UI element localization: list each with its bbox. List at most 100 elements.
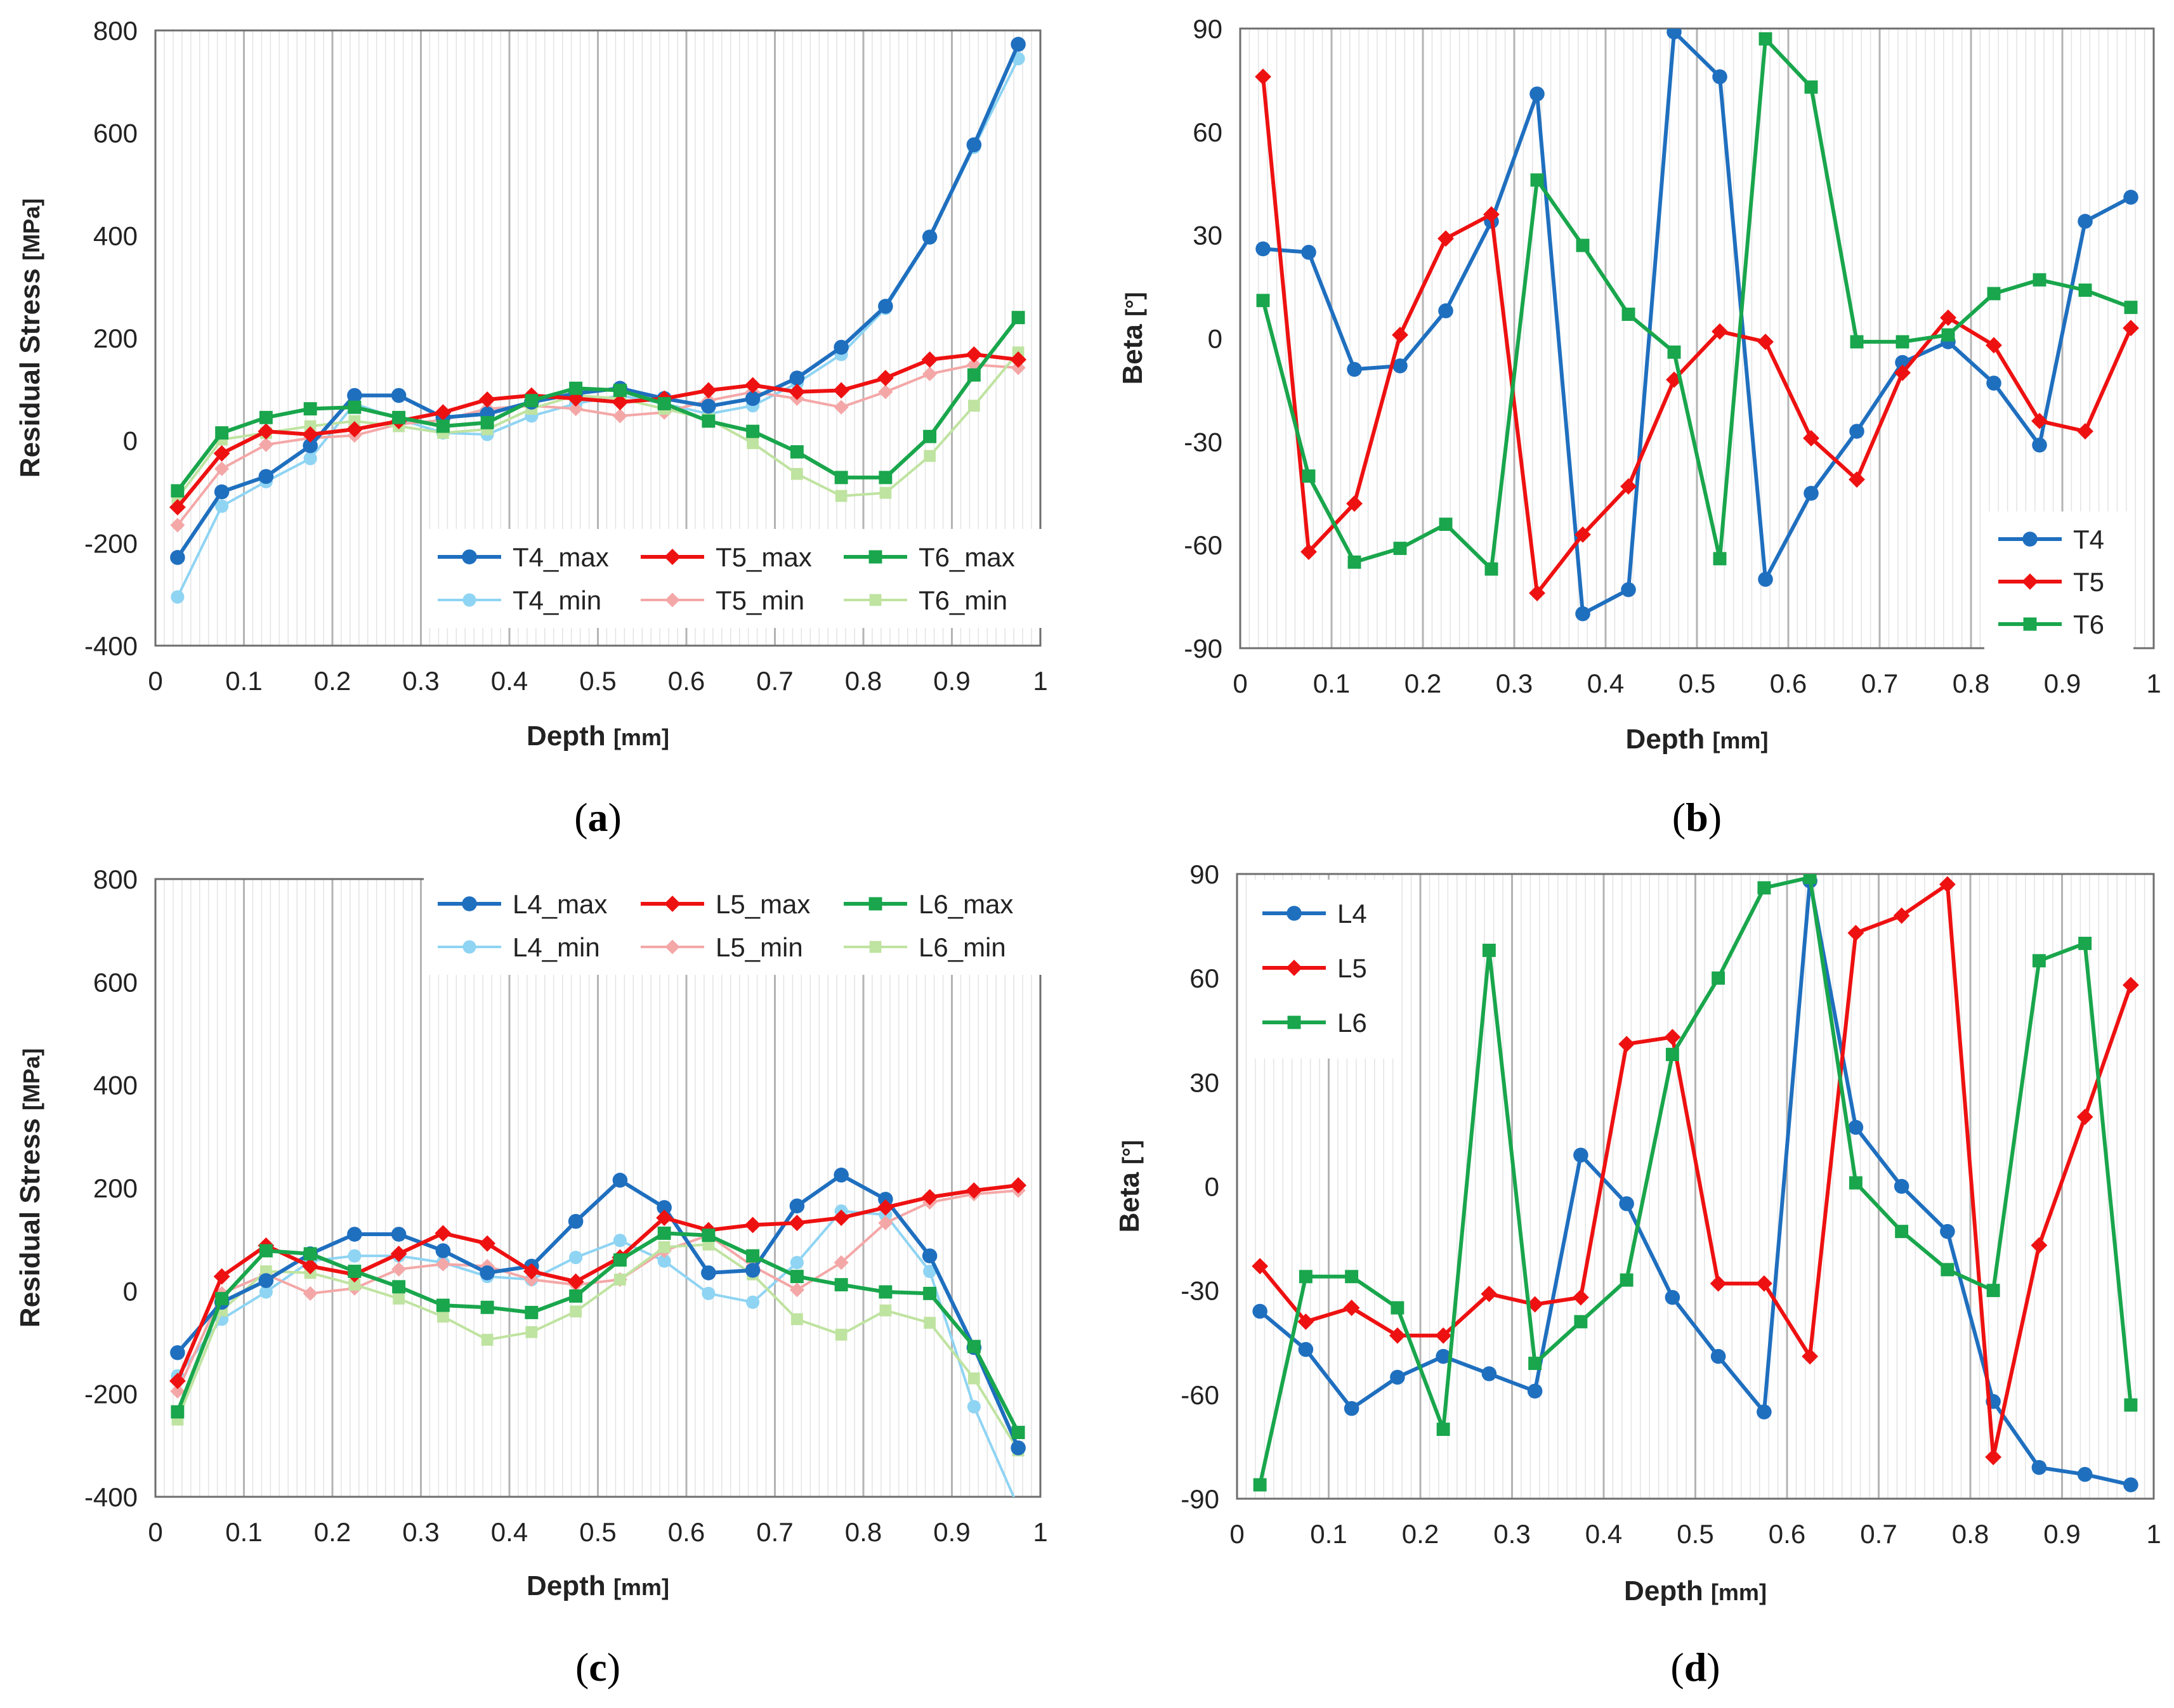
data-point-t4 (1301, 245, 1316, 260)
data-point-t5 (1529, 585, 1545, 602)
data-point-t6 (1941, 328, 1955, 342)
data-point-t5-max (1010, 351, 1027, 368)
data-point-l5-max (213, 1268, 230, 1285)
y-tick-label: 0 (123, 1276, 138, 1306)
data-point-l5 (1389, 1327, 1406, 1344)
y-tick-label: 0 (1208, 324, 1222, 354)
series-line-t6-min (176, 351, 1019, 499)
data-point-t6-max (879, 471, 893, 485)
legend-item-t5-max: T5_max (641, 542, 812, 572)
data-point-l5-max (833, 1209, 850, 1226)
data-point-t6 (1758, 32, 1772, 46)
data-point-t6-min (304, 420, 317, 433)
data-point-t6-max (436, 419, 450, 433)
data-point-t6 (2124, 301, 2138, 315)
data-point-t4 (1575, 606, 1590, 622)
series-line-t5 (1261, 76, 2133, 596)
data-point-l6-max (967, 1340, 981, 1353)
data-point-l5 (1664, 1029, 1681, 1046)
y-tick-label: 90 (1189, 859, 1219, 889)
panel-d: -90 -60 -30 0 30 60 90 0 0.1 0.2 0.3 0.4 0.5 0.6 0.7 0.… (1114, 859, 2161, 1690)
y-tick-label: -90 (1181, 1484, 1219, 1514)
data-point-l5-min (524, 1272, 539, 1288)
y-tick-label: 0 (1205, 1172, 1219, 1202)
data-point-t5 (1437, 230, 1454, 247)
data-point-t4-max (258, 469, 274, 485)
data-point-t6-max (1011, 311, 1025, 325)
data-point-l6 (1345, 1270, 1359, 1284)
data-point-l4 (1481, 1366, 1497, 1381)
legend-swatch-marker (1286, 960, 1302, 976)
data-point-l4-min (657, 1254, 671, 1268)
data-point-t6-max (702, 414, 716, 428)
data-point-t5-max (700, 382, 717, 399)
data-point-l5-max (1010, 1177, 1027, 1194)
x-tick-label: 0 (1233, 668, 1247, 698)
data-point-t6-max (171, 484, 185, 498)
data-point-l4 (1619, 1196, 1634, 1211)
data-point-l6-min (879, 1304, 892, 1317)
series-line-l5-max (176, 1183, 1019, 1382)
data-point-t5-max (789, 383, 806, 400)
data-point-t6-max (834, 471, 848, 485)
y-tick-label: 90 (1193, 14, 1222, 44)
x-tick-label: 0.3 (402, 1517, 439, 1547)
legend-label: L4 (1337, 899, 1367, 929)
data-point-l4-min (348, 1249, 362, 1263)
data-point-l5 (1481, 1286, 1498, 1303)
data-point-l4-max (612, 1173, 628, 1188)
data-point-l5-max (789, 1215, 806, 1232)
legend-swatch-marker (2022, 531, 2038, 547)
y-axis-title: Residual Stress [MPa] (15, 199, 46, 478)
y-tick-label: 200 (93, 323, 138, 353)
data-point-t5-min (1011, 360, 1026, 375)
x-tick-label: 0.2 (314, 1517, 351, 1547)
legend-item-l4: L4 (1262, 899, 1367, 929)
plot-area (154, 29, 1042, 647)
panel-a: -400 -200 0 200 400 600 800 0 0.1 0.2 0.3 0.4 0.5 0.6… (15, 16, 1052, 840)
data-point-t4 (1804, 485, 1819, 501)
data-point-t5-max (213, 445, 230, 462)
x-tick-label: 0.6 (1769, 1519, 1805, 1549)
data-point-t4-max (745, 391, 761, 407)
legend-item-t4: T4 (1998, 525, 2104, 554)
data-point-l5-max (523, 1263, 540, 1280)
legend-label: T6_min (919, 585, 1007, 615)
data-point-l5-max (656, 1209, 673, 1226)
data-point-t5 (2031, 412, 2048, 429)
data-point-l5-min (303, 1286, 318, 1301)
data-point-l5-max (567, 1273, 584, 1290)
data-point-l6-max (790, 1270, 804, 1284)
data-point-l4-max (480, 1265, 495, 1281)
data-point-l4 (1252, 1303, 1267, 1319)
data-point-l5 (2031, 1237, 2048, 1254)
x-tick-label: 0.9 (933, 666, 970, 696)
data-point-l4-min (259, 1285, 273, 1299)
y-axis-title: Residual Stress [MPa] (15, 1048, 46, 1327)
data-point-t6 (1850, 335, 1864, 349)
data-point-l5-max (921, 1189, 938, 1206)
series-line-t5-max (176, 352, 1019, 509)
data-point-t5-max (435, 404, 452, 421)
legend-swatch-marker (462, 549, 477, 564)
data-point-t5 (1803, 429, 1819, 447)
data-point-l4 (2077, 1466, 2093, 1482)
legend: L4 L5 L6 (1248, 880, 1398, 1059)
data-point-l6-max (303, 1247, 317, 1261)
data-point-t5 (2123, 320, 2139, 337)
data-point-l6-min (437, 1310, 449, 1323)
series-t6 (1256, 32, 2138, 576)
data-point-l6 (1712, 971, 1725, 985)
data-point-l6 (1941, 1263, 1955, 1277)
legend-swatch-marker (868, 897, 882, 911)
y-tick-label: -200 (84, 1379, 138, 1409)
data-point-l6 (2032, 954, 2046, 968)
data-point-t4-min (303, 452, 317, 466)
y-tick-label: 400 (93, 221, 138, 251)
series-group (1255, 29, 2139, 622)
legend-swatch-marker (1287, 906, 1302, 921)
data-point-t5 (1757, 334, 1774, 350)
series-line-l4-min (176, 1209, 1016, 1497)
x-tick-label: 0 (148, 666, 162, 696)
